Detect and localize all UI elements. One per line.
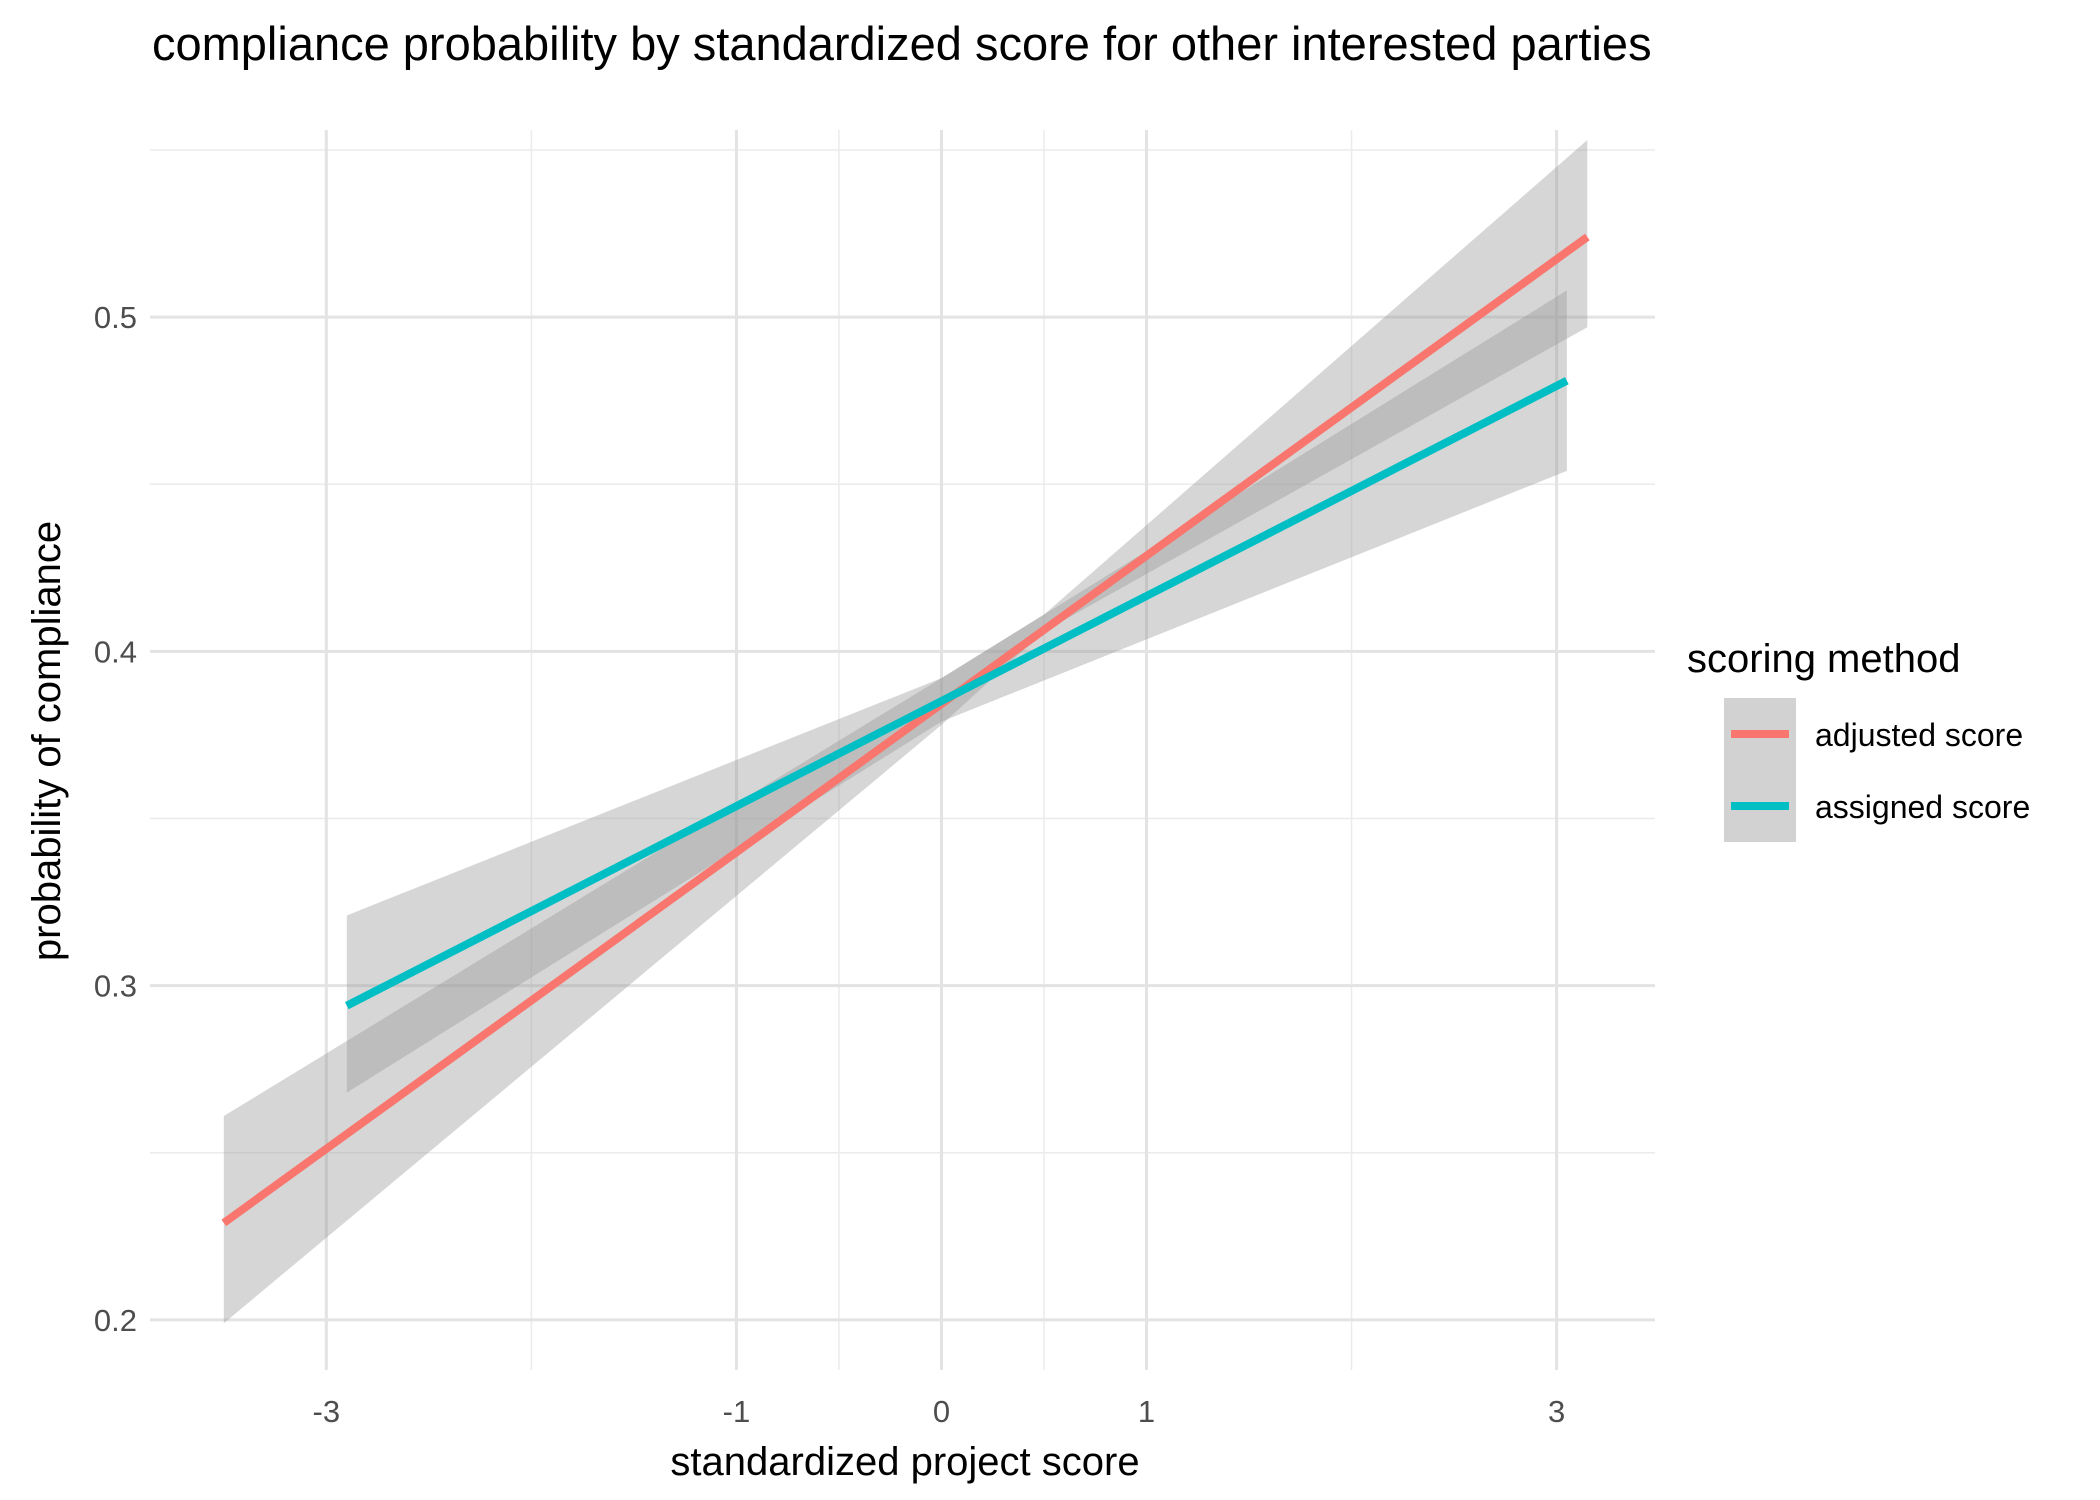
series-line-assigned-score	[345, 377, 1569, 1010]
legend-title: scoring method	[1687, 637, 1960, 681]
x-axis-title: standardized project score	[670, 1440, 1139, 1484]
y-tick-label: 0.3	[94, 969, 137, 1004]
series-lines	[221, 233, 1590, 1227]
y-axis-title: probability of compliance	[25, 521, 69, 961]
x-tick-label: 1	[1138, 1394, 1155, 1429]
y-axis-ticks: 0.2 0.3 0.4 0.5	[94, 300, 137, 1338]
y-tick-label: 0.2	[94, 1303, 137, 1338]
chart-title: compliance probability by standardized s…	[152, 17, 1652, 70]
y-tick-label: 0.4	[94, 634, 137, 669]
grid	[150, 130, 1655, 1370]
x-tick-label: -1	[723, 1394, 751, 1429]
legend: scoring method adjusted score assigned s…	[1687, 637, 2030, 842]
series-line-adjusted-score	[221, 233, 1590, 1227]
y-tick-label: 0.5	[94, 300, 137, 335]
legend-label-assigned-score: assigned score	[1815, 789, 2030, 825]
x-tick-label: 3	[1548, 1394, 1565, 1429]
x-tick-label: -3	[313, 1394, 341, 1429]
x-tick-label: 0	[933, 1394, 950, 1429]
legend-label-adjusted-score: adjusted score	[1815, 717, 2023, 753]
x-axis-ticks: -3 -1 0 1 3	[313, 1394, 1566, 1429]
